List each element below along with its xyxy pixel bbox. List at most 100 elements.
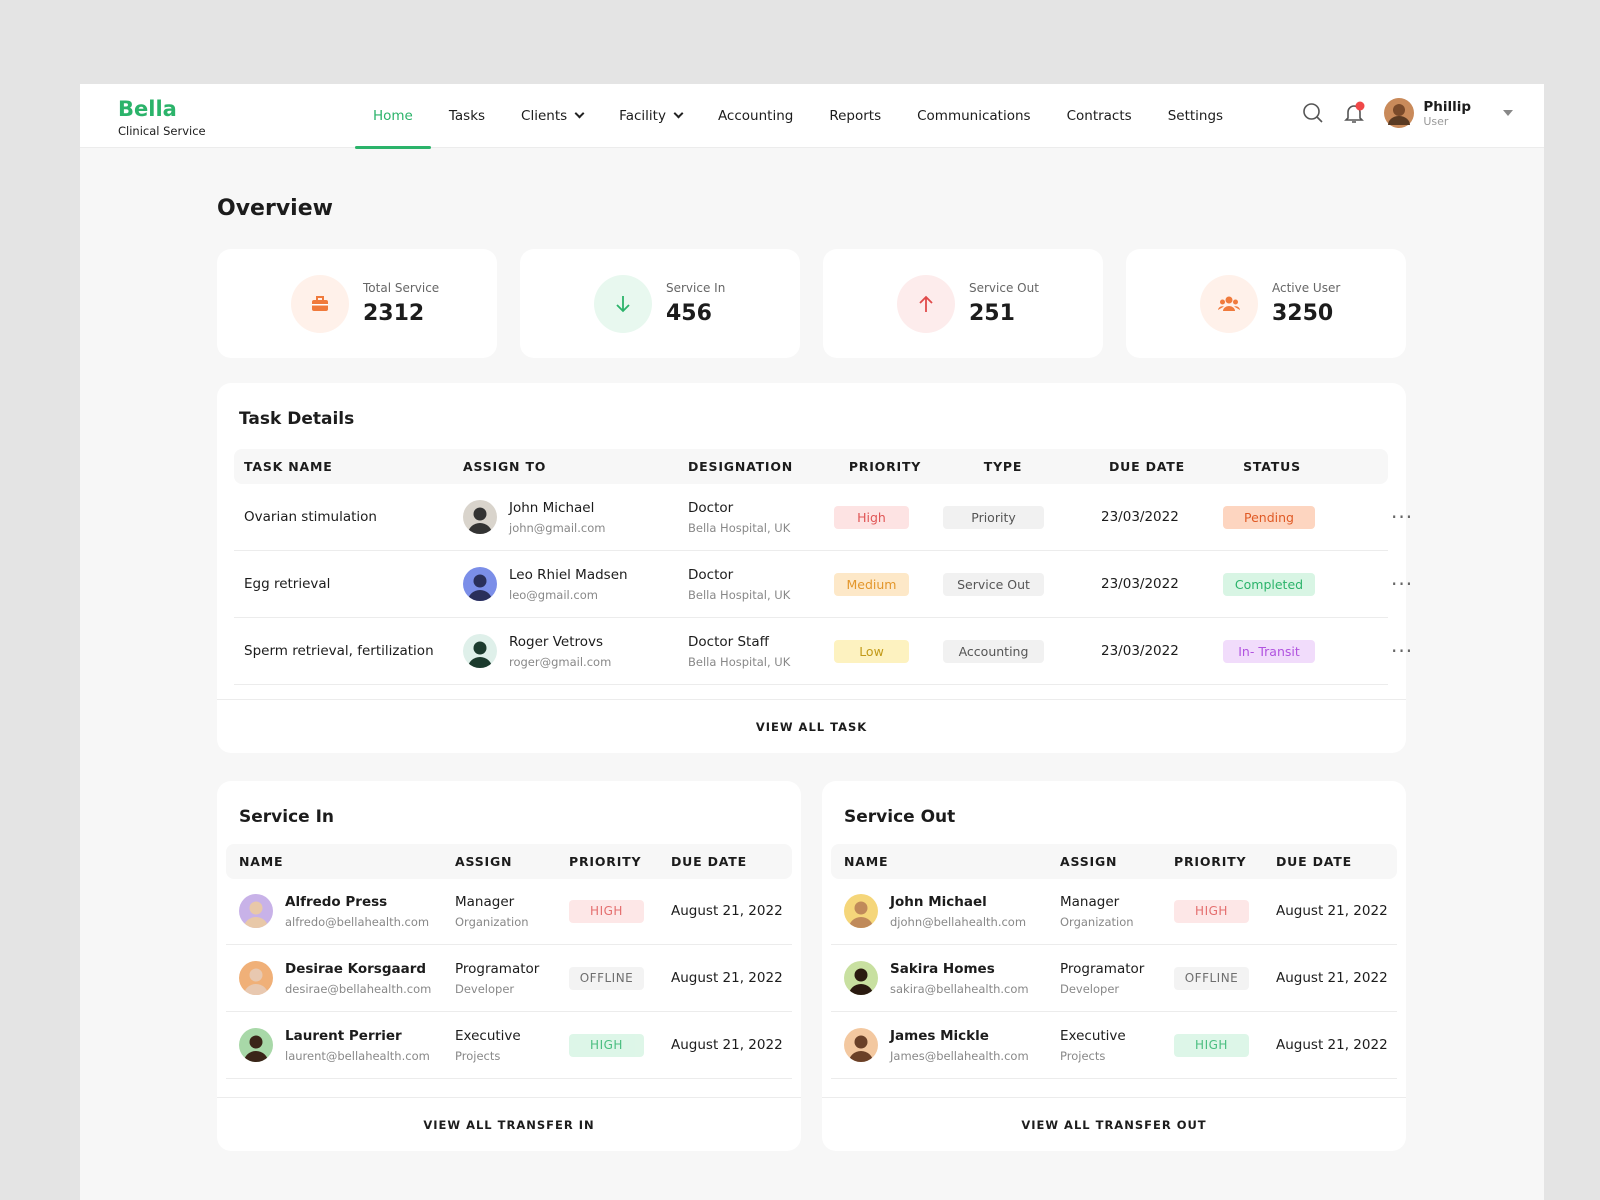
view-all-link[interactable]: VIEW ALL TRANSFER IN [217, 1097, 801, 1151]
app: Bella Clinical Service Home Tasks Clients Fa… [80, 84, 1544, 1200]
nav-item[interactable]: Communications [899, 84, 1048, 148]
header-actions: Phillip User [1302, 98, 1514, 128]
content: Overview Total Service 2312 Service In 456 S… [217, 196, 1412, 1151]
person-name: Laurent Perrier [285, 1027, 402, 1044]
assignee: Leo Rhiel Madsen leo@gmail.com [463, 567, 688, 602]
task-name: Ovarian stimulation [244, 509, 377, 525]
assign-role: Programator [1060, 960, 1145, 977]
nav-item[interactable]: Accounting [700, 84, 811, 148]
nav-item[interactable]: Settings [1150, 84, 1241, 148]
row-menu[interactable]: ··· [1391, 572, 1414, 596]
header: Bella Clinical Service Home Tasks Clients Fa… [80, 84, 1544, 149]
task-name: Sperm retrieval, fertilization [244, 643, 434, 659]
nav-item[interactable]: Tasks [431, 84, 503, 148]
assign-dept: Organization [455, 914, 529, 929]
nav-item[interactable]: Clients [503, 84, 601, 148]
table-row: Egg retrieval Leo Rhiel Madsen leo@gmail.c… [234, 551, 1412, 618]
notification-icon[interactable] [1342, 101, 1366, 125]
view-all-link[interactable]: VIEW ALL TASK [217, 699, 1406, 753]
user-menu[interactable]: Phillip User [1384, 98, 1514, 128]
person-email: desirae@bellahealth.com [285, 981, 432, 996]
stat-text: Total Service 2312 [363, 281, 439, 326]
task-panel: Task Details TASK NAME ASSIGN TO DESIGNATIO… [217, 383, 1412, 753]
assign: Executive Projects [455, 1028, 569, 1063]
assignee-name: Leo Rhiel Madsen [509, 566, 628, 583]
person-text: Alfredo Press alfredo@bellahealth.com [285, 894, 429, 929]
avatar-face [849, 968, 873, 995]
column-header: PRIORITY [1174, 854, 1247, 869]
person: John Michael djohn@bellahealth.com [844, 894, 1060, 929]
row-menu[interactable]: ··· [1391, 639, 1414, 663]
stat-label: Total Service [363, 281, 440, 295]
assign: Manager Organization [455, 894, 569, 929]
due-date: 23/03/2022 [1101, 643, 1179, 659]
stat-label: Service Out [969, 281, 1039, 295]
due-date: August 21, 2022 [1276, 903, 1388, 919]
user-dropdown [1503, 110, 1513, 116]
person-email: alfredo@bellahealth.com [285, 914, 430, 929]
brand-name: Bella [118, 97, 177, 121]
assignee-text: Leo Rhiel Madsen leo@gmail.com [509, 567, 628, 602]
user-role: User [1423, 114, 1449, 128]
assignee-email: leo@gmail.com [509, 587, 598, 602]
dropdown-caret [673, 108, 684, 119]
assign: Executive Projects [1060, 1028, 1174, 1063]
avatar [463, 500, 497, 534]
service-out-panel: Service Out NAME ASSIGN PRIORITY DUE DATE Joh… [822, 781, 1406, 1151]
icon [312, 295, 328, 311]
column-header: DUE DATE [671, 854, 747, 869]
nav-item[interactable]: Reports [811, 84, 899, 148]
person: James Mickle James@bellahealth.com [844, 1028, 1060, 1063]
designation: Doctor Bella Hospital, UK [688, 500, 840, 535]
avatar-face [849, 901, 873, 928]
due-date: August 21, 2022 [671, 903, 783, 919]
due-date: August 21, 2022 [1276, 970, 1388, 986]
person: Sakira Homes sakira@bellahealth.com [844, 961, 1060, 996]
assign-dept: Developer [455, 981, 515, 996]
table-row: Sperm retrieval, fertilization Roger Vetr… [234, 618, 1412, 685]
assign-dept: Projects [1060, 1048, 1106, 1063]
table-header: NAME ASSIGN PRIORITY DUE DATE [226, 844, 792, 879]
designation-place: Bella Hospital, UK [688, 654, 791, 669]
column-header: NAME [239, 854, 284, 869]
avatar-face [468, 641, 492, 668]
stat-card: Service Out 251 [823, 249, 1103, 358]
nav-item[interactable]: Home [355, 84, 431, 149]
table-row: Laurent Perrier laurent@bellahealth.com Ex… [226, 1012, 792, 1079]
brand-subtitle: Clinical Service [118, 124, 206, 138]
nav-item[interactable]: Facility [601, 84, 700, 148]
assign-dept: Developer [1060, 981, 1120, 996]
assignee-email: roger@gmail.com [509, 654, 612, 669]
avatar [239, 894, 273, 928]
person-email: djohn@bellahealth.com [890, 914, 1027, 929]
search-icon[interactable] [1302, 102, 1324, 124]
due-date: August 21, 2022 [671, 1037, 783, 1053]
avatar [239, 1028, 273, 1062]
avatar [844, 1028, 878, 1062]
page-title: Overview [217, 196, 333, 221]
view-all-link[interactable]: VIEW ALL TRANSFER OUT [822, 1097, 1406, 1151]
row-menu[interactable]: ··· [1391, 505, 1414, 529]
column-header: ASSIGN TO [463, 459, 547, 474]
person-email: laurent@bellahealth.com [285, 1048, 430, 1063]
assign-role: Manager [1060, 893, 1120, 910]
assign: Programator Developer [1060, 961, 1174, 996]
assign-role: Manager [455, 893, 515, 910]
column-header: PRIORITY [848, 459, 922, 474]
assignee-text: John Michael john@gmail.com [509, 500, 605, 535]
column-header: TASK NAME [244, 459, 333, 474]
status-chip: Pending [1223, 505, 1315, 529]
assignee-text: Roger Vetrovs roger@gmail.com [509, 634, 611, 669]
due-date: August 21, 2022 [1276, 1037, 1388, 1053]
avatar-face [244, 968, 268, 995]
avatar [844, 894, 878, 928]
priority-chip: High [834, 505, 909, 529]
panel-title: Service Out [844, 807, 956, 827]
nav-item[interactable]: Contracts [1049, 84, 1150, 148]
person: Alfredo Press alfredo@bellahealth.com [239, 894, 455, 929]
brand[interactable]: Bella Clinical Service [118, 98, 206, 139]
nav-label: Tasks [448, 108, 486, 124]
stat-icon [1200, 274, 1258, 333]
stat-card: Active User 3250 [1126, 249, 1406, 358]
